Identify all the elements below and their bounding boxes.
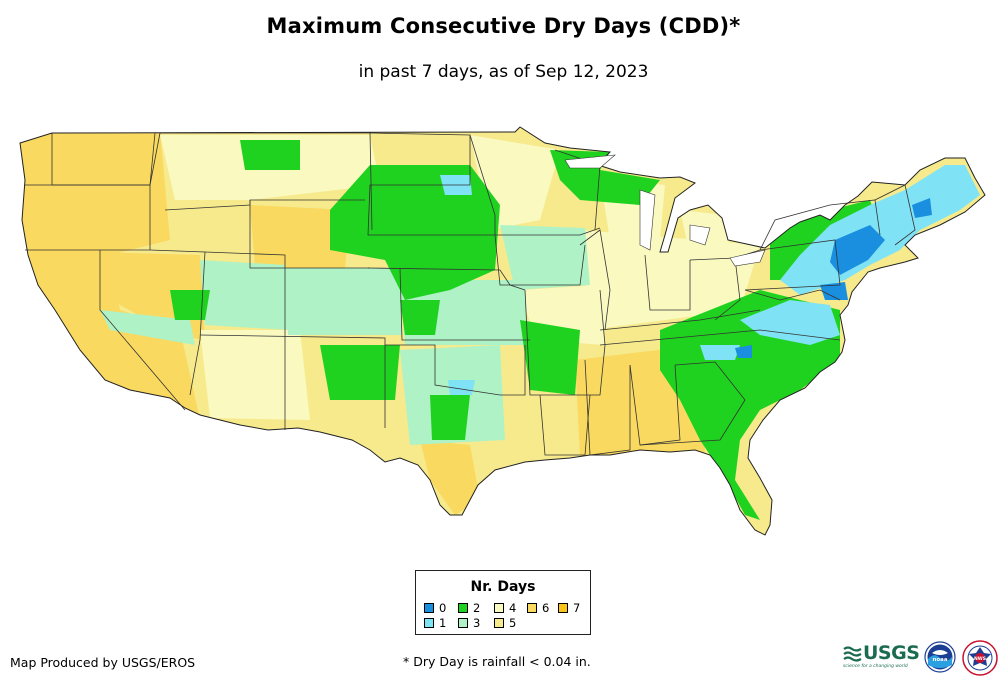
border-wv-md bbox=[744, 289, 841, 301]
map-title: Maximum Consecutive Dry Days (CDD)* bbox=[266, 14, 741, 38]
border-wyoming bbox=[249, 200, 370, 269]
border-missouri-arkansas bbox=[524, 289, 606, 396]
border-georgia bbox=[639, 361, 746, 446]
class-6-region-texas bbox=[420, 440, 480, 515]
noaa-wordmark: noaa bbox=[932, 657, 947, 663]
lake-superior bbox=[564, 154, 616, 169]
cdd-shading bbox=[20, 127, 985, 535]
lake-erie bbox=[729, 249, 766, 267]
border-four-corners bbox=[199, 334, 386, 428]
border-oklahoma bbox=[385, 344, 526, 396]
class-3-region-iowa bbox=[500, 225, 590, 290]
map-producer-credit: Map Produced by USGS/EROS bbox=[10, 655, 196, 670]
class-1-region-carolina bbox=[700, 345, 740, 360]
border-mississippi bbox=[584, 359, 631, 456]
lake-huron bbox=[689, 224, 711, 246]
border-kentucky bbox=[599, 309, 761, 331]
class-3-region-nevada-strip bbox=[100, 310, 195, 345]
usgs-wave-icon bbox=[843, 646, 862, 662]
class-0-region-nc bbox=[735, 345, 752, 358]
class-3-region-colorado bbox=[285, 268, 402, 335]
border-alabama bbox=[629, 364, 681, 446]
class-0-region-new-hampshire bbox=[912, 198, 932, 218]
usgs-tagline: science for a changing world bbox=[843, 664, 908, 669]
border-nevada-east bbox=[149, 249, 206, 396]
border-ohio bbox=[689, 257, 741, 321]
border-idaho-west bbox=[149, 132, 161, 186]
usgs-logo: USGS science for a changing world bbox=[843, 642, 920, 673]
class-2-region-arkansas bbox=[520, 320, 580, 395]
legend-label-2: 2 bbox=[473, 601, 481, 615]
border-iowa bbox=[494, 234, 586, 286]
border-pennsylvania bbox=[734, 239, 841, 291]
border-tn-nc bbox=[599, 329, 841, 346]
legend-label-6: 6 bbox=[542, 601, 550, 615]
legend-swatch-6 bbox=[527, 603, 537, 613]
class-1-region-northeast bbox=[780, 165, 980, 295]
class-4-region-arizona bbox=[200, 330, 310, 420]
class-2-region-nm-ok bbox=[320, 345, 400, 400]
legend-swatch-5 bbox=[494, 618, 504, 628]
legend-label-0: 0 bbox=[439, 601, 447, 615]
class-0-region-maryland bbox=[820, 282, 848, 300]
noaa-logo-icon: noaa bbox=[924, 641, 956, 673]
class-0-region-new-york bbox=[830, 225, 885, 275]
border-dakotas bbox=[367, 132, 495, 236]
legend-label-4: 4 bbox=[509, 601, 517, 615]
legend-label-1: 1 bbox=[439, 616, 447, 630]
legend-swatch-1 bbox=[424, 618, 434, 628]
class-1-region-oklahoma bbox=[448, 380, 475, 395]
class-2-region-nevada bbox=[170, 290, 210, 320]
legend-label-3: 3 bbox=[473, 616, 481, 630]
class-4-region-ohio-valley bbox=[580, 230, 760, 330]
border-louisiana bbox=[539, 394, 591, 456]
legend-label-7: 7 bbox=[573, 601, 581, 615]
usgs-wordmark: USGS bbox=[863, 642, 920, 664]
class-2-region-montana bbox=[240, 140, 300, 170]
border-new-york bbox=[759, 199, 881, 251]
border-indiana bbox=[644, 254, 691, 311]
border-illinois bbox=[579, 229, 611, 331]
border-california-nevada bbox=[99, 250, 186, 411]
legend-swatch-4 bbox=[494, 603, 504, 613]
legend-swatch-3 bbox=[458, 618, 468, 628]
legend-label-5: 5 bbox=[509, 616, 517, 630]
class-2-region-nebraska-dakota bbox=[330, 165, 500, 300]
legend-swatch-2 bbox=[458, 603, 468, 613]
class-2-region-kansas-north bbox=[400, 300, 440, 335]
legend-swatch-0 bbox=[424, 603, 434, 613]
nws-wordmark: NWS bbox=[974, 656, 986, 662]
dry-day-footnote: * Dry Day is rainfall < 0.04 in. bbox=[403, 654, 591, 669]
class-3-region-utah bbox=[200, 260, 290, 330]
class-2-region-texas bbox=[430, 395, 470, 440]
lake-michigan bbox=[639, 189, 656, 251]
legend: Nr. Days 0 1 2 3 4 5 6 7 bbox=[415, 570, 591, 635]
legend-title: Nr. Days bbox=[470, 579, 536, 595]
class-6-region-wyoming bbox=[250, 205, 350, 270]
nws-logo-icon: NWS bbox=[962, 640, 998, 676]
class-1-region-virginia bbox=[740, 300, 840, 345]
border-nebraska bbox=[367, 267, 526, 291]
border-utah bbox=[204, 251, 286, 335]
legend-swatch-7 bbox=[558, 603, 568, 613]
border-kansas bbox=[399, 267, 530, 341]
map-subtitle: in past 7 days, as of Sep 12, 2023 bbox=[358, 62, 649, 82]
border-new-england bbox=[874, 184, 916, 246]
